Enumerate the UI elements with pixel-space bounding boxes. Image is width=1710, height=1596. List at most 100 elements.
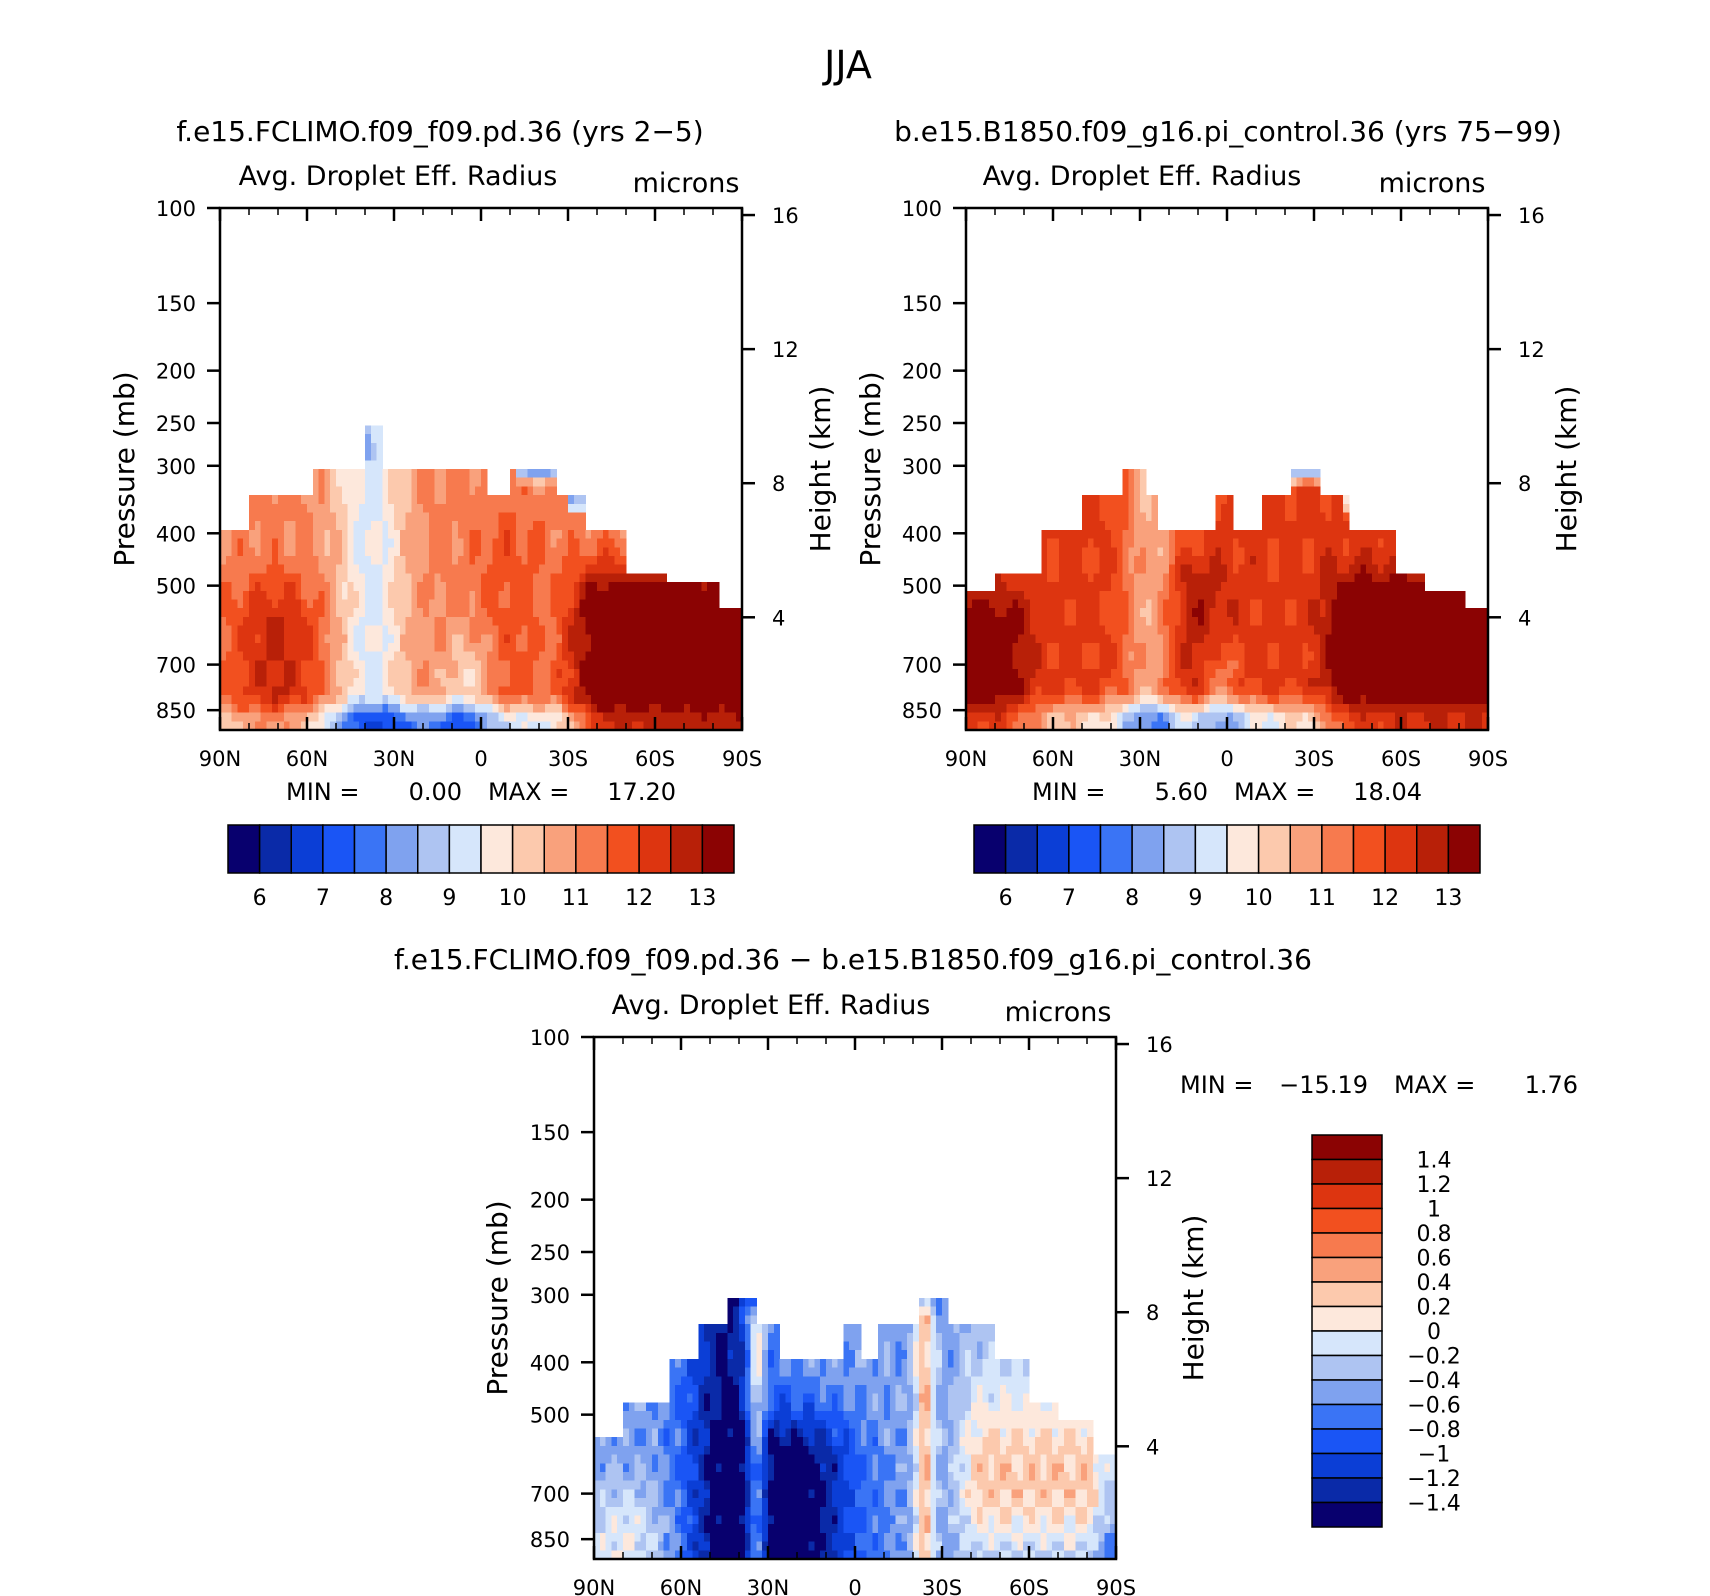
heatmap-cell <box>237 695 244 705</box>
heatmap-cell <box>1099 582 1106 592</box>
heatmap-cell <box>1006 599 1013 609</box>
heatmap-cell <box>1273 590 1280 601</box>
colorbar-box <box>417 824 451 874</box>
heatmap-cell <box>1093 564 1100 574</box>
heatmap-cell <box>1314 503 1321 514</box>
heatmap-cell <box>597 625 604 635</box>
heatmap-cell <box>1308 564 1315 574</box>
heatmap-cell <box>594 1498 601 1508</box>
heatmap-cell <box>1279 695 1286 705</box>
heatmap-cell <box>1198 651 1205 661</box>
x-tick-label: 60N <box>286 747 328 771</box>
heatmap-cell <box>312 495 320 505</box>
heatmap-cell <box>707 590 714 601</box>
heatmap-cell <box>579 660 586 670</box>
heatmap-cell <box>481 547 488 557</box>
heatmap-cell <box>301 538 308 548</box>
heatmap-cell <box>469 721 476 731</box>
heatmap-cell <box>1395 712 1402 722</box>
heatmap-cell <box>550 677 557 688</box>
heatmap-cell <box>713 625 720 635</box>
heatmap-cell <box>249 547 256 557</box>
heatmap-cell <box>312 512 320 522</box>
heatmap-cell <box>330 486 337 496</box>
heatmap-cell <box>1000 660 1008 670</box>
heatmap-cell <box>295 512 302 522</box>
heatmap-cell <box>989 643 996 653</box>
heatmap-cell <box>1348 599 1356 609</box>
heatmap-cell <box>989 599 996 609</box>
heatmap-cell <box>1145 643 1153 653</box>
heatmap-cell <box>730 695 737 705</box>
heatmap-cell <box>655 582 662 592</box>
heatmap-cell <box>707 686 714 696</box>
heatmap-cell <box>1325 512 1332 522</box>
heatmap-cell <box>492 529 499 540</box>
heatmap-cell <box>649 590 656 601</box>
heatmap-cell <box>278 643 285 653</box>
heatmap-cell <box>417 573 424 583</box>
heatmap-cell <box>359 564 366 574</box>
heatmap-cell <box>539 582 546 592</box>
heatmap-cell <box>666 616 673 627</box>
heatmap-cell <box>312 703 320 714</box>
heatmap-cell <box>1308 512 1315 522</box>
heatmap-cell <box>672 660 679 670</box>
heatmap-cell <box>423 669 430 679</box>
heatmap-cell <box>353 669 360 679</box>
heatmap-cell <box>698 1341 705 1351</box>
heatmap-cell <box>1261 573 1269 583</box>
heatmap-cell <box>724 643 731 653</box>
heatmap-cell <box>591 529 598 540</box>
heatmap-cell <box>237 547 244 557</box>
heatmap-cell <box>1256 634 1263 644</box>
heatmap-cell <box>562 695 569 705</box>
heatmap-cell <box>1128 721 1135 731</box>
heatmap-cell <box>1302 547 1309 557</box>
heatmap-cell <box>434 721 441 731</box>
heatmap-cell <box>562 599 569 609</box>
heatmap-cell <box>1453 608 1460 618</box>
heatmap-cell <box>1267 677 1274 688</box>
heatmap-cell <box>1290 695 1298 705</box>
heatmap-cell <box>573 712 581 722</box>
heatmap-cell <box>1256 643 1263 653</box>
colorbar-label: 12 <box>1371 886 1399 911</box>
heatmap-cell <box>411 512 418 522</box>
heatmap-cell <box>707 634 714 644</box>
heatmap-cell <box>585 564 592 574</box>
heatmap-cell <box>486 564 494 574</box>
heatmap-cell <box>1070 634 1077 644</box>
heatmap-cell <box>681 1367 688 1377</box>
heatmap-cell <box>675 1489 682 1499</box>
heatmap-cell <box>220 660 227 670</box>
y-axis-label: Pressure (mb) <box>108 371 141 566</box>
heatmap-cell <box>527 495 534 505</box>
heatmap-cell <box>1296 556 1303 566</box>
heatmap-cell <box>1389 582 1396 592</box>
heatmap-cell <box>1354 703 1361 714</box>
heatmap-cell <box>1076 651 1083 661</box>
heatmap-cell <box>225 599 233 609</box>
heatmap-cell <box>475 686 482 696</box>
heatmap-cell <box>295 495 302 505</box>
heatmap-cell <box>249 521 256 531</box>
heatmap-cell <box>1360 686 1367 696</box>
heatmap-cell <box>498 677 505 688</box>
heatmap-cell <box>1372 608 1379 618</box>
heatmap-cell <box>669 1419 676 1430</box>
heatmap-cell <box>1366 529 1373 540</box>
heatmap-cell <box>1134 651 1141 661</box>
heatmap-cell <box>631 608 639 618</box>
heatmap-cell <box>1076 703 1083 714</box>
heatmap-cell <box>1215 556 1222 566</box>
heatmap-cell <box>1047 721 1054 731</box>
heatmap-cell <box>376 442 383 453</box>
heatmap-cell <box>1169 590 1176 601</box>
heatmap-cell <box>1319 625 1327 635</box>
heatmap-cell <box>1053 651 1060 661</box>
heatmap-cell <box>301 634 308 644</box>
heatmap-cell <box>1041 625 1048 635</box>
heatmap-cell <box>628 1463 636 1473</box>
heatmap-cell <box>652 1428 659 1438</box>
